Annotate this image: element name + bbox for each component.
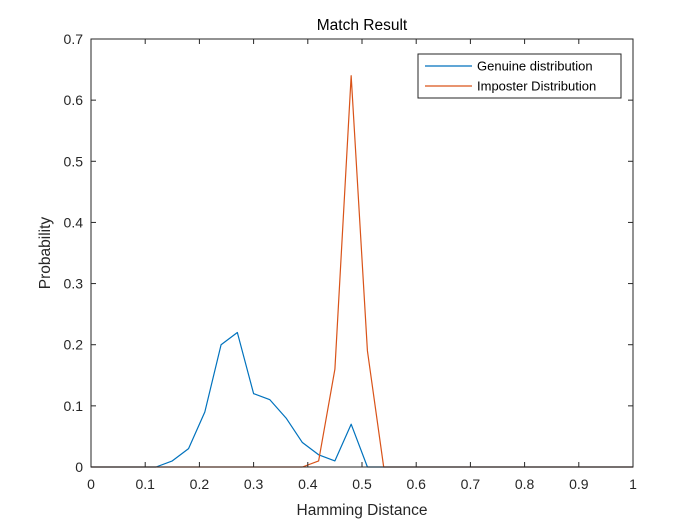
legend-box: [417, 53, 622, 99]
y-tick-label: 0.3: [64, 276, 84, 292]
x-tick-label: 0.3: [244, 476, 264, 492]
legend-label-genuine: Genuine distribution: [477, 59, 593, 74]
chart-title: Match Result: [317, 17, 408, 34]
x-tick-label: 0.6: [406, 476, 426, 492]
x-tick-label: 0: [87, 476, 95, 492]
x-tick-label: 0.5: [352, 476, 372, 492]
y-axis-title: Probability: [37, 217, 54, 290]
y-tick-label: 0.4: [64, 214, 84, 230]
y-tick-label: 0: [75, 459, 83, 475]
x-tick-label: 0.2: [190, 476, 210, 492]
x-tick-label: 1: [629, 476, 637, 492]
x-tick-label: 0.1: [135, 476, 155, 492]
x-tick-label: 0.9: [569, 476, 589, 492]
legend: Genuine distribution Imposter Distributi…: [417, 53, 622, 99]
y-tick-label: 0.1: [64, 398, 84, 414]
legend-label-imposter: Imposter Distribution: [477, 79, 596, 94]
x-tick-label: 0.7: [461, 476, 481, 492]
y-tick-label: 0.6: [64, 92, 84, 108]
x-axis-title: Hamming Distance: [297, 502, 428, 519]
y-tick-label: 0.2: [64, 337, 84, 353]
x-tick-label: 0.4: [298, 476, 318, 492]
x-axis: 0 0.1 0.2 0.3 0.4 0.5 0.6 0.7 0.8 0.9 1: [87, 39, 637, 492]
y-axis: 0 0.1 0.2 0.3 0.4 0.5 0.6 0.7: [64, 31, 633, 475]
x-tick-label: 0.8: [515, 476, 535, 492]
y-tick-label: 0.7: [64, 31, 84, 47]
y-tick-label: 0.5: [64, 153, 84, 169]
